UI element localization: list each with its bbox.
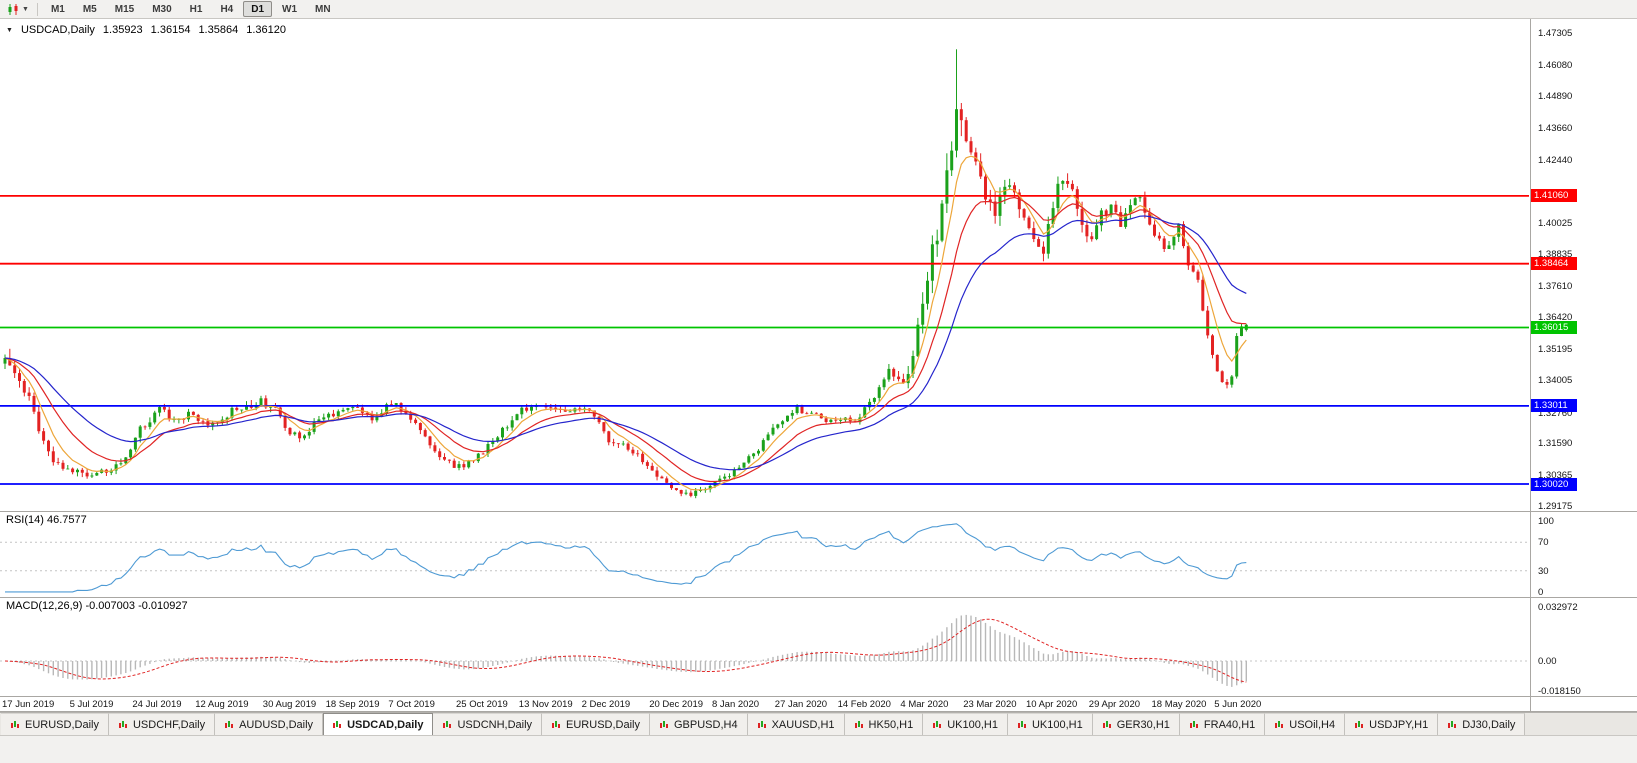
chart-tab-label: USDCAD,Daily [347,718,424,731]
ohlc-close: 1.36120 [246,24,286,36]
mini-chart-icon [225,720,234,728]
chart-tab-dj30-daily[interactable]: DJ30,Daily [1438,713,1526,735]
chart-tab-gbpusd-h4[interactable]: GBPUSD,H4 [650,713,748,735]
chart-tab-fra40-h1[interactable]: FRA40,H1 [1179,713,1266,735]
candlestick-chart-icon [8,3,18,15]
chart-tab-label: UK100,H1 [947,718,998,731]
chart-tabs-bar: EURUSD,Daily USDCHF,Daily AUDUSD,Daily USDC… [0,712,1637,735]
timeframe-button-d1[interactable]: D1 [243,1,273,17]
chart-tab-audusd-daily[interactable]: AUDUSD,Daily [215,713,324,735]
chart-tab-label: UK100,H1 [1031,718,1083,731]
status-strip [0,735,1637,763]
chart-tab-ger30-h1[interactable]: GER30,H1 [1092,713,1180,735]
mini-chart-icon [333,720,342,728]
mini-chart-icon [1017,720,1026,728]
mini-chart-icon [552,720,561,728]
timeframe-button-mn[interactable]: MN [315,4,331,15]
chevron-down-icon: ▼ [22,5,29,13]
chart-tab-eurusd-daily[interactable]: EURUSD,Daily [1,713,109,735]
mini-chart-icon [1102,720,1111,728]
chart-tab-label: EURUSD,Daily [566,718,640,731]
macd-indicator-label: MACD(12,26,9) -0.007003 -0.010927 [6,600,188,612]
timeframe-button-h4[interactable]: H4 [220,4,234,15]
chart-tab-hk50-h1[interactable]: HK50,H1 [844,713,924,735]
mini-chart-icon [1275,720,1284,728]
chart-tab-uk100-h1[interactable]: UK100,H1 [1007,713,1093,735]
mini-chart-icon [118,720,127,728]
chart-tab-eurusd-daily[interactable]: EURUSD,Daily [542,713,650,735]
mini-chart-icon [1355,720,1364,728]
timeframe-button-m15[interactable]: M15 [114,4,135,15]
chart-ohlc-header: ▼ USDCAD,Daily 1.35923 1.36154 1.35864 1… [6,24,286,36]
chart-tab-uk100-h1[interactable]: UK100,H1 [923,713,1008,735]
timeframe-button-w1[interactable]: W1 [282,4,298,15]
ohlc-high: 1.36154 [150,24,191,36]
timeframe-button-m30[interactable]: M30 [152,4,172,15]
chart-tab-usdjpy-h1[interactable]: USDJPY,H1 [1345,713,1439,735]
chart-tab-label: USDJPY,H1 [1369,718,1429,731]
chart-tab-usdchf-daily[interactable]: USDCHF,Daily [108,713,216,735]
chart-tab-xauusd-h1[interactable]: XAUUSD,H1 [747,713,845,735]
mini-chart-icon [1189,720,1198,728]
chart-tab-label: AUDUSD,Daily [239,718,314,731]
ohlc-low: 1.35864 [198,24,239,36]
chevron-down-icon[interactable]: ▼ [6,26,13,34]
timeframe-button-m5[interactable]: M5 [82,4,97,15]
chart-tab-label: DJ30,Daily [1462,718,1516,731]
timeframe-button-h1[interactable]: H1 [189,4,203,15]
chart-tab-label: USDCNH,Daily [457,718,533,731]
toolbar-separator [36,2,38,16]
ohlc-open: 1.35923 [102,24,143,36]
mini-chart-icon [660,720,668,728]
chart-symbol-title: USDCAD,Daily [20,24,95,36]
chart-tab-label: HK50,H1 [868,718,914,731]
mini-chart-icon [11,720,19,728]
chart-tab-label: GBPUSD,H4 [674,718,738,731]
chart-tab-usdcnh-daily[interactable]: USDCNH,Daily [433,713,543,735]
timeframe-button-m1[interactable]: M1 [50,4,65,15]
chart-tab-label: GER30,H1 [1116,718,1170,731]
chart-tab-label: FRA40,H1 [1203,718,1256,731]
chart-type-dropdown[interactable]: ▼ [3,1,33,18]
chart-tab-label: USDCHF,Daily [132,718,206,731]
mini-chart-icon [933,720,942,728]
rsi-indicator-label: RSI(14) 46.7577 [6,514,87,526]
timeframe-buttons: M1 M5 M15 M30 H1 H4 D1 W1 MN [42,0,340,19]
chart-tab-label: XAUUSD,H1 [771,718,835,731]
chart-tab-label: USOil,H4 [1289,718,1336,731]
chart-tab-usoil-h4[interactable]: USOil,H4 [1265,713,1346,735]
chart-tab-label: EURUSD,Daily [25,718,99,731]
mini-chart-icon [854,720,863,728]
mini-chart-icon [443,720,452,728]
timeframe-toolbar: ▼ M1 M5 M15 M30 H1 H4 D1 W1 MN [0,0,1637,19]
mini-chart-icon [1448,720,1457,728]
chart-tab-usdcad-daily[interactable]: USDCAD,Daily [323,713,434,735]
mini-chart-icon [757,720,766,728]
